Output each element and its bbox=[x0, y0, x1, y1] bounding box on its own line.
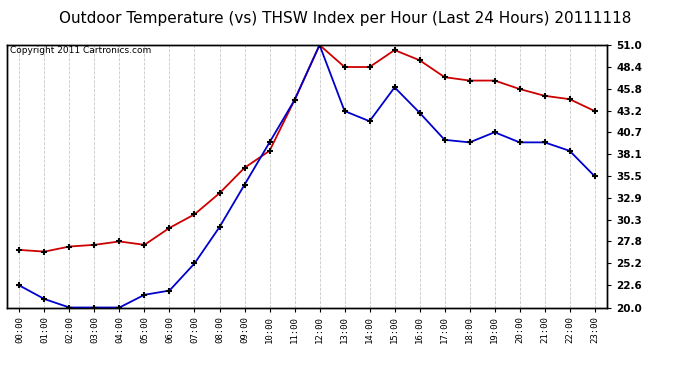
Text: Outdoor Temperature (vs) THSW Index per Hour (Last 24 Hours) 20111118: Outdoor Temperature (vs) THSW Index per … bbox=[59, 11, 631, 26]
Text: Copyright 2011 Cartronics.com: Copyright 2011 Cartronics.com bbox=[10, 46, 151, 56]
